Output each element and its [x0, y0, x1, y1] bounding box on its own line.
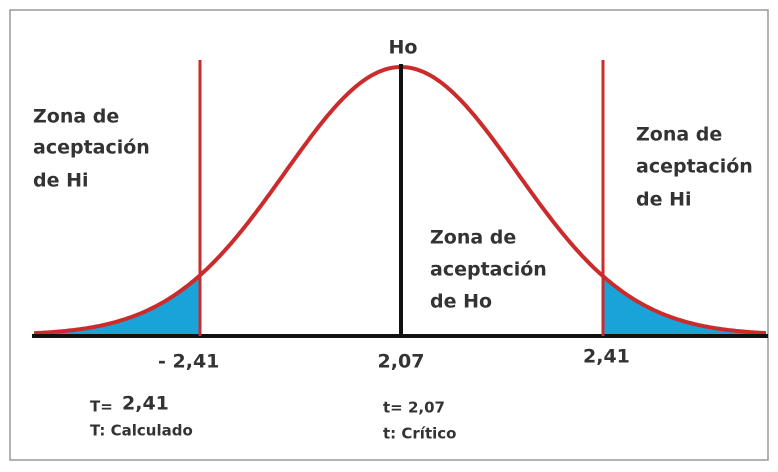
zone-label: aceptación	[430, 259, 547, 281]
zone-label: aceptación	[636, 156, 753, 178]
left-tail-area	[34, 275, 200, 335]
axis-label: 2,07	[378, 351, 425, 373]
note: T=	[90, 398, 113, 416]
zone-label: Zona de	[430, 227, 516, 249]
right-tail-area	[603, 276, 766, 335]
zone-label: aceptación	[33, 137, 150, 159]
note: t: Crítico	[383, 425, 456, 443]
axis-label: 2,41	[583, 346, 630, 368]
zone-label: de Hi	[33, 170, 89, 192]
frame	[9, 9, 769, 461]
zone-label: de Ho	[430, 291, 492, 313]
note: t= 2,07	[383, 399, 445, 417]
top-label: Ho	[389, 37, 418, 59]
note: T: Calculado	[90, 422, 193, 440]
zone-label: Zona de	[33, 106, 119, 128]
zone-label: Zona de	[636, 124, 722, 146]
zone-label: de Hi	[636, 189, 692, 211]
note-value: 2,41	[122, 393, 169, 415]
axis-label: - 2,41	[158, 351, 219, 373]
